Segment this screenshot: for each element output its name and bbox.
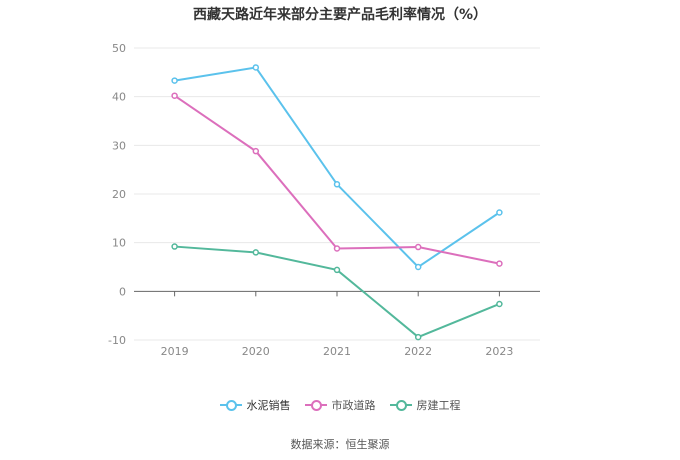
chart-title: 西藏天路近年来部分主要产品毛利率情况（%） xyxy=(192,7,488,23)
data-point xyxy=(414,243,422,251)
legend-item[interactable]: 市政道路 xyxy=(304,397,376,413)
legend-label: 房建工程 xyxy=(416,399,461,412)
data-point xyxy=(171,243,178,250)
data-point xyxy=(414,333,422,341)
data-point xyxy=(496,260,503,267)
data-point xyxy=(496,300,503,308)
y-tick-label: 40 xyxy=(112,91,126,104)
y-tick-label: -10 xyxy=(108,334,126,347)
x-tick-label: 2020 xyxy=(242,345,270,358)
legend: 水泥销售 市政道路 房建工程 xyxy=(0,397,680,413)
series-line xyxy=(174,66,500,269)
data-point xyxy=(414,263,422,271)
data-point xyxy=(252,147,260,155)
data-point xyxy=(333,181,341,188)
legend-swatch-icon xyxy=(304,399,327,411)
legend-label: 市政道路 xyxy=(331,399,376,412)
legend-swatch-icon xyxy=(219,399,242,411)
legend-swatch-icon xyxy=(389,399,412,411)
x-tick-label: 2019 xyxy=(161,345,189,358)
series-line xyxy=(174,94,500,265)
x-tick-label: 2021 xyxy=(323,345,351,358)
y-tick-label: 50 xyxy=(112,42,126,55)
x-tick-label: 2023 xyxy=(485,345,513,358)
legend-label: 水泥销售 xyxy=(246,399,291,412)
legend-item[interactable]: 房建工程 xyxy=(389,397,461,413)
data-point xyxy=(333,266,341,274)
legend-item[interactable]: 水泥销售 xyxy=(219,397,291,413)
data-point xyxy=(496,209,503,216)
x-tick-label: 2022 xyxy=(404,345,432,358)
data-source-note: 数据来源：恒生聚源 xyxy=(290,438,390,451)
data-point xyxy=(252,64,260,71)
data-point xyxy=(333,245,341,252)
y-tick-label: 0 xyxy=(119,285,126,298)
data-point xyxy=(171,77,178,84)
y-tick-label: 10 xyxy=(112,237,126,250)
data-point xyxy=(252,249,260,256)
data-point xyxy=(171,92,178,99)
y-tick-label: 30 xyxy=(112,139,126,152)
y-tick-label: 20 xyxy=(112,188,126,201)
